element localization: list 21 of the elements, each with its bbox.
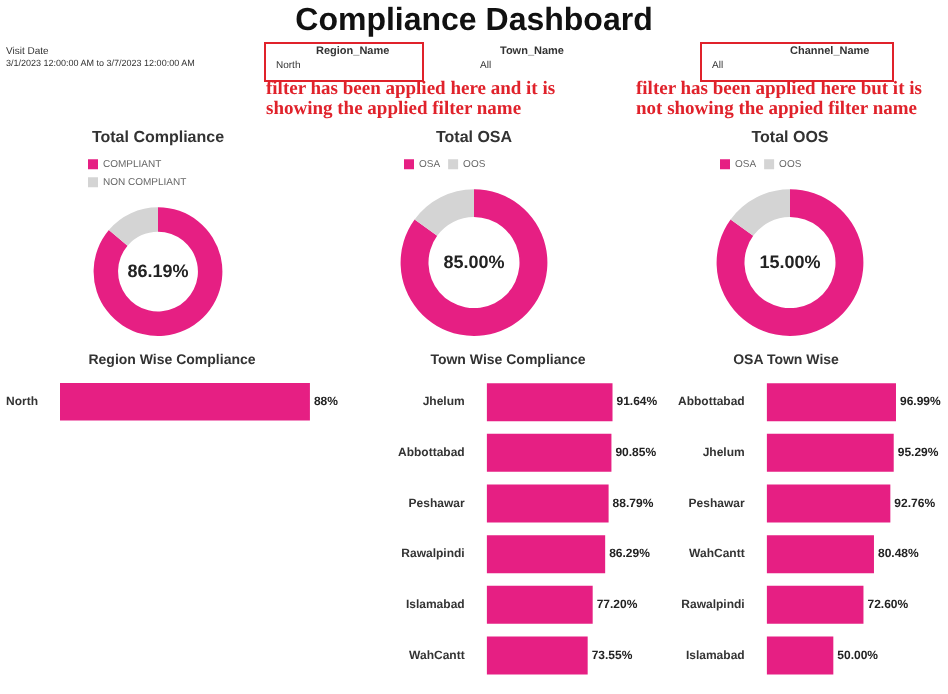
text: 15.00% [759, 251, 821, 272]
chart-title: Total Compliance [91, 128, 226, 147]
bar [766, 535, 874, 574]
bar [766, 636, 834, 675]
bar [766, 585, 864, 624]
bar [766, 383, 896, 422]
text: 85.00% [443, 251, 505, 272]
text: Compliance Dashboard [293, 4, 655, 40]
bar [486, 433, 612, 472]
bar [486, 383, 613, 422]
text: 86.19% [127, 260, 189, 281]
bar [766, 484, 891, 523]
text: filter has been applied here and it is showing the applied filter name [266, 80, 558, 120]
chart-title: Total OOS [751, 128, 830, 147]
bar [486, 636, 588, 675]
chart-title: Total OSA [435, 128, 513, 147]
bar [486, 484, 609, 523]
bar [486, 585, 593, 624]
text: filter has been applied here but it is not showing the appied filter name [636, 80, 924, 120]
bar [486, 535, 606, 574]
bar [766, 433, 894, 472]
